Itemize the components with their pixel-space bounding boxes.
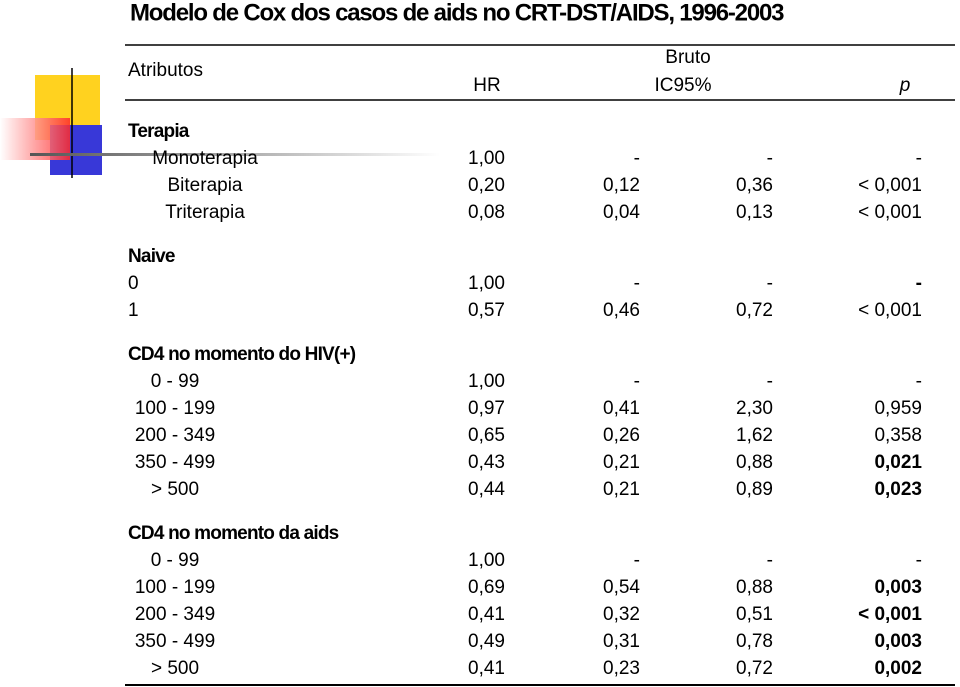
cell-p: 0,003: [874, 577, 922, 598]
header-attributes: Atributos: [128, 60, 203, 81]
cell-high: 0,88: [736, 577, 773, 598]
row-label: > 500: [151, 479, 199, 500]
cell-low: -: [634, 273, 640, 294]
header-hr: HR: [473, 75, 500, 96]
cell-high: 0,51: [736, 604, 773, 625]
cell-hr: 0,49: [468, 631, 505, 652]
cell-high: 1,62: [736, 425, 773, 446]
cell-hr: 1,00: [468, 273, 505, 294]
cell-p: < 0,001: [858, 604, 922, 625]
cell-hr: 1,00: [468, 148, 505, 169]
cell-high: -: [767, 148, 773, 169]
cell-low: -: [634, 371, 640, 392]
cell-high: -: [767, 550, 773, 571]
cell-high: 0,13: [736, 202, 773, 223]
row-label: 0 - 99: [151, 550, 200, 571]
section-title: Terapia: [128, 121, 190, 142]
section-title: CD4 no momento da aids: [128, 523, 339, 544]
cell-hr: 0,41: [468, 604, 505, 625]
row-label: 350 - 499: [135, 452, 215, 473]
cell-high: 0,89: [736, 479, 773, 500]
cell-low: 0,54: [603, 577, 640, 598]
cell-high: 0,36: [736, 175, 773, 196]
cell-hr: 1,00: [468, 371, 505, 392]
cell-low: 0,31: [603, 631, 640, 652]
section-title: CD4 no momento do HIV(+): [128, 344, 356, 365]
cell-low: 0,46: [603, 300, 640, 321]
cell-p: -: [916, 273, 922, 294]
row-label: 200 - 349: [135, 425, 215, 446]
section-title: Naive: [128, 246, 175, 267]
cell-high: 0,78: [736, 631, 773, 652]
row-label: 0: [128, 273, 139, 294]
cell-p: -: [916, 371, 922, 392]
cell-low: 0,41: [603, 398, 640, 419]
cell-p: -: [916, 550, 922, 571]
row-label: 100 - 199: [135, 398, 215, 419]
deco-hline: [30, 153, 440, 156]
cell-p: 0,358: [874, 425, 922, 446]
row-label: Monoterapia: [152, 148, 258, 169]
cell-high: 0,72: [736, 658, 773, 679]
cell-p: -: [916, 148, 922, 169]
cell-p: < 0,001: [858, 175, 922, 196]
title: Modelo de Cox dos casos de aids no CRT-D…: [130, 0, 784, 26]
cell-low: -: [634, 148, 640, 169]
cell-p: 0,023: [874, 479, 922, 500]
cell-hr: 0,41: [468, 658, 505, 679]
cell-hr: 0,97: [468, 398, 505, 419]
cell-p: < 0,001: [858, 202, 922, 223]
row-label: 0 - 99: [151, 371, 200, 392]
cell-hr: 0,57: [468, 300, 505, 321]
row-label: 200 - 349: [135, 604, 215, 625]
cell-hr: 0,44: [468, 479, 505, 500]
cell-p: 0,959: [874, 398, 922, 419]
row-label: 350 - 499: [135, 631, 215, 652]
cell-hr: 1,00: [468, 550, 505, 571]
cell-hr: 0,69: [468, 577, 505, 598]
row-label: Biterapia: [168, 175, 243, 196]
row-label: > 500: [151, 658, 199, 679]
row-label: 1: [128, 300, 139, 321]
cell-p: 0,002: [874, 658, 922, 679]
cell-low: 0,21: [603, 452, 640, 473]
cell-low: 0,21: [603, 479, 640, 500]
cell-hr: 0,65: [468, 425, 505, 446]
cell-low: 0,26: [603, 425, 640, 446]
cell-high: 2,30: [736, 398, 773, 419]
cell-low: 0,23: [603, 658, 640, 679]
cell-hr: 0,20: [468, 175, 505, 196]
row-label: Triterapia: [165, 202, 245, 223]
cell-high: 0,88: [736, 452, 773, 473]
cell-low: 0,04: [603, 202, 640, 223]
cell-p: < 0,001: [858, 300, 922, 321]
cell-high: -: [767, 273, 773, 294]
header-p: p: [899, 75, 911, 96]
cell-p: 0,021: [874, 452, 922, 473]
cell-hr: 0,08: [468, 202, 505, 223]
header-ci: IC95%: [654, 75, 711, 96]
cell-high: 0,72: [736, 300, 773, 321]
cell-hr: 0,43: [468, 452, 505, 473]
cell-low: 0,32: [603, 604, 640, 625]
cell-p: 0,003: [874, 631, 922, 652]
cell-low: 0,12: [603, 175, 640, 196]
row-label: 100 - 199: [135, 577, 215, 598]
cell-high: -: [767, 371, 773, 392]
header-group: Bruto: [665, 47, 710, 68]
cell-low: -: [634, 550, 640, 571]
